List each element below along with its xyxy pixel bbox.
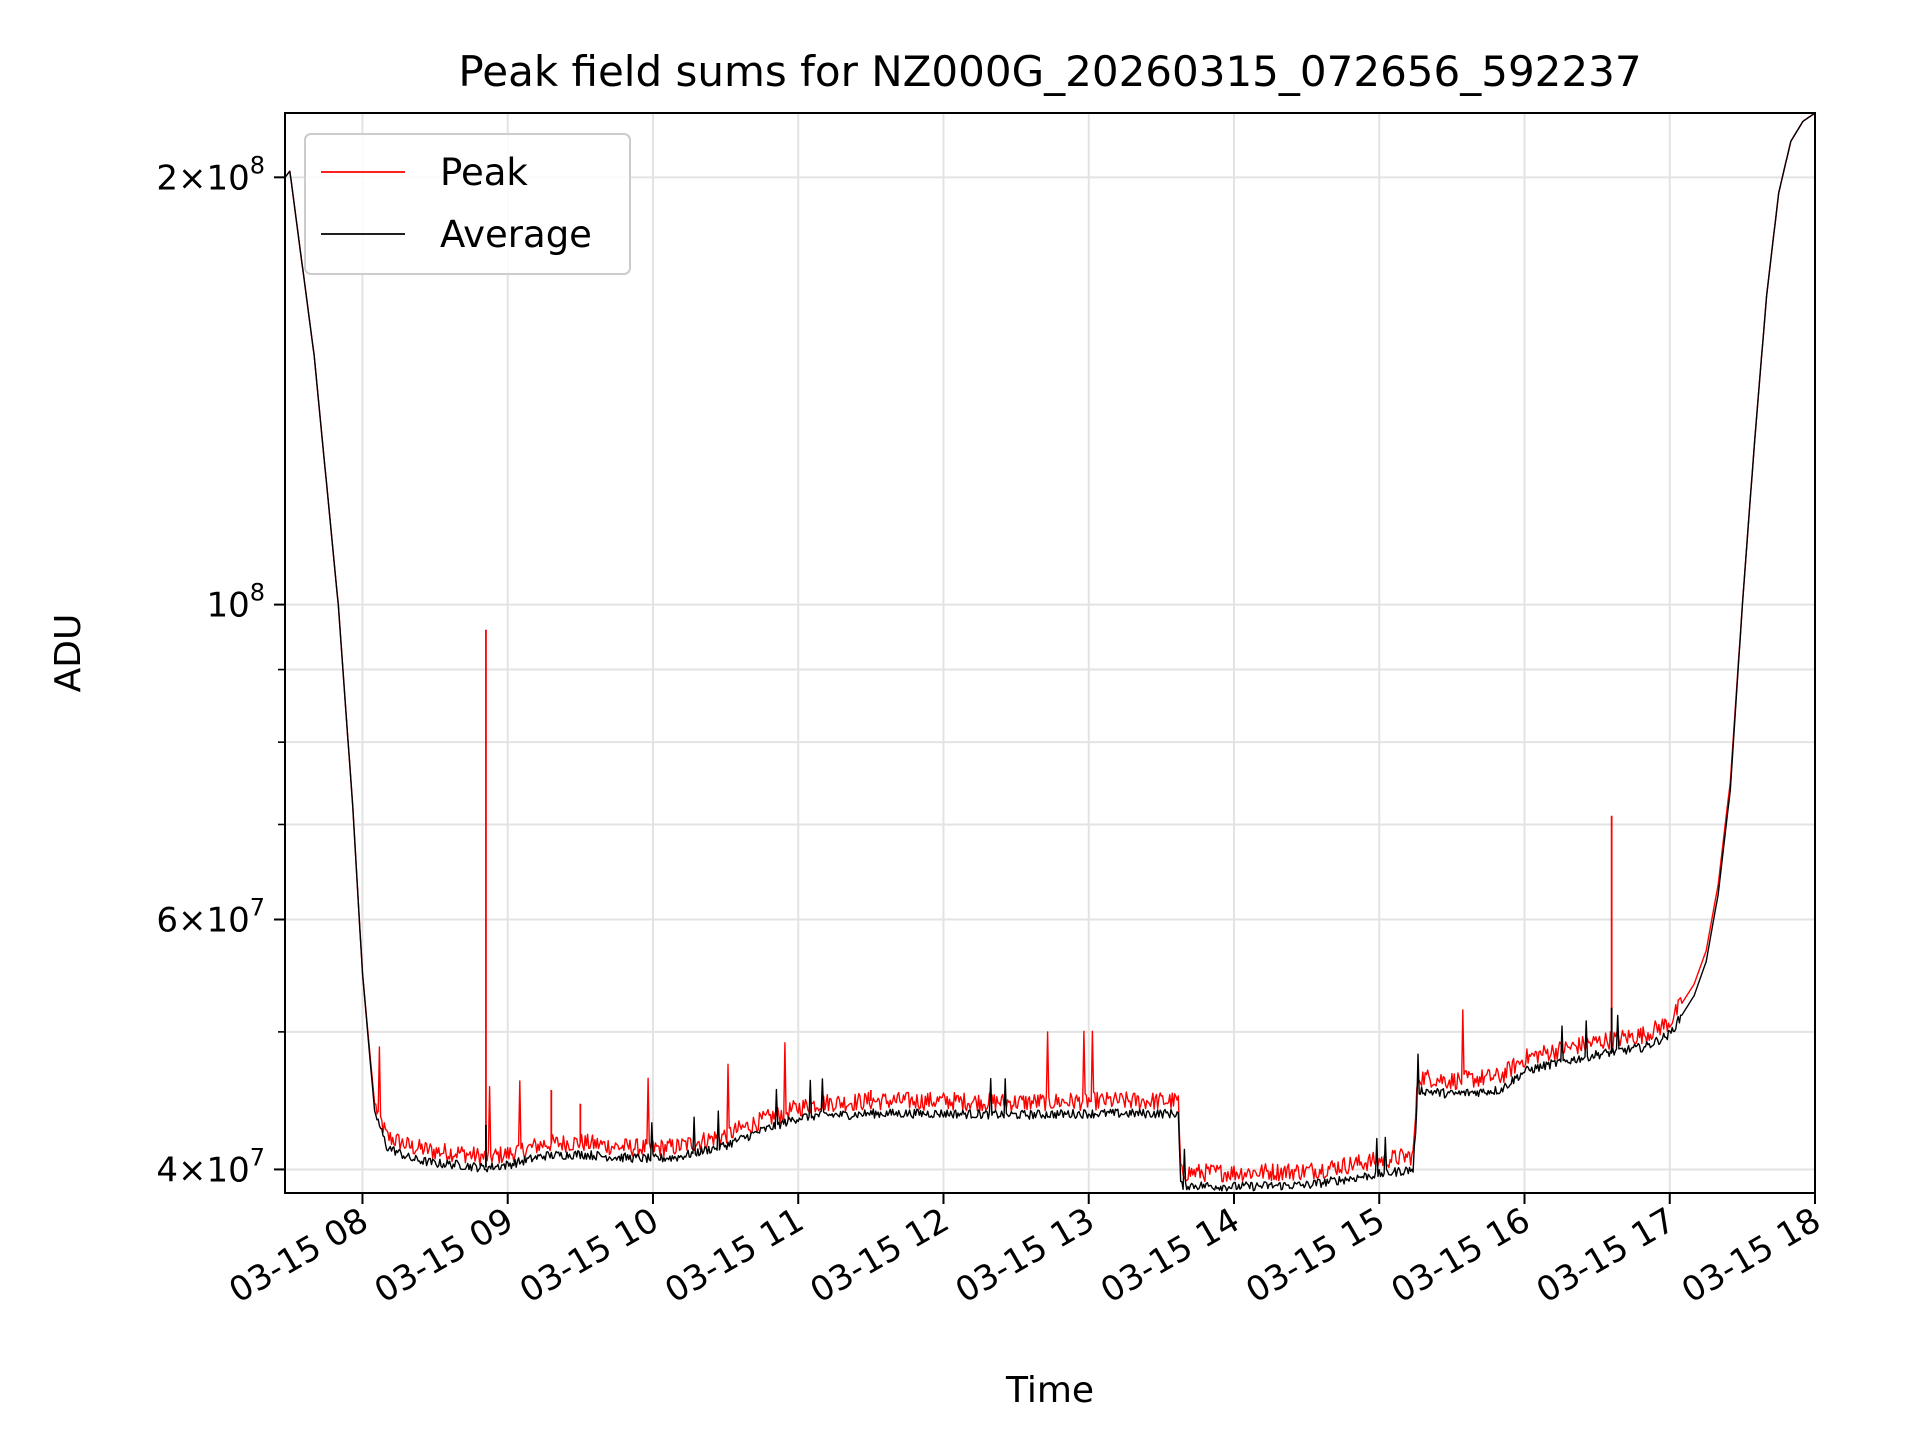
chart-title: Peak field sums for NZ000G_20260315_0726… xyxy=(458,47,1641,96)
legend-label-peak: Peak xyxy=(440,151,528,194)
y-tick-base: 2 xyxy=(156,158,178,198)
legend: Peak Average xyxy=(304,133,631,275)
y-tick-exponent: 7 xyxy=(250,1143,265,1171)
y-tick-base: 4 xyxy=(156,1150,178,1190)
x-tick-label: 03-15 15 xyxy=(1239,1200,1391,1311)
y-tick-ten: 10 xyxy=(206,158,249,198)
y-axis-label: ADU xyxy=(48,614,89,693)
x-tick-label: 03-15 13 xyxy=(949,1200,1101,1311)
y-tick-ten: 10 xyxy=(206,900,249,940)
y-tick-times: × xyxy=(178,900,207,940)
series-lines xyxy=(284,112,1816,1192)
x-tick-label: 03-15 08 xyxy=(223,1200,375,1311)
x-tick-label: 03-15 18 xyxy=(1675,1200,1827,1311)
y-tick-base: 6 xyxy=(156,900,178,940)
y-tick-exponent: 8 xyxy=(250,151,265,179)
y-tick-label: 108 xyxy=(206,579,265,626)
y-tick-ten: 10 xyxy=(206,586,249,626)
y-tick-label: 2×108 xyxy=(156,151,265,198)
x-tick-label: 03-15 09 xyxy=(368,1200,520,1311)
series-line-peak xyxy=(284,112,1816,1183)
x-tick-label: 03-15 11 xyxy=(658,1200,810,1311)
y-tick-exponent: 8 xyxy=(250,579,265,607)
y-tick-times: × xyxy=(178,158,207,198)
x-tick-label: 03-15 14 xyxy=(1094,1200,1246,1311)
legend-label-average: Average xyxy=(440,213,592,256)
x-tick-label: 03-15 16 xyxy=(1385,1200,1537,1311)
y-tick-label: 6×107 xyxy=(156,893,265,940)
y-tick-times: × xyxy=(178,1150,207,1190)
x-tick-label: 03-15 17 xyxy=(1530,1200,1682,1311)
y-tick-exponent: 7 xyxy=(250,893,265,921)
x-tick-label: 03-15 12 xyxy=(804,1200,956,1311)
x-axis-label: Time xyxy=(1005,1370,1094,1411)
x-tick-label: 03-15 10 xyxy=(513,1200,665,1311)
y-tick-ten: 10 xyxy=(206,1150,249,1190)
legend-box xyxy=(304,133,631,275)
y-tick-label: 4×107 xyxy=(156,1143,265,1190)
plot-frame xyxy=(284,112,1816,1194)
series-line-average xyxy=(284,112,1816,1192)
